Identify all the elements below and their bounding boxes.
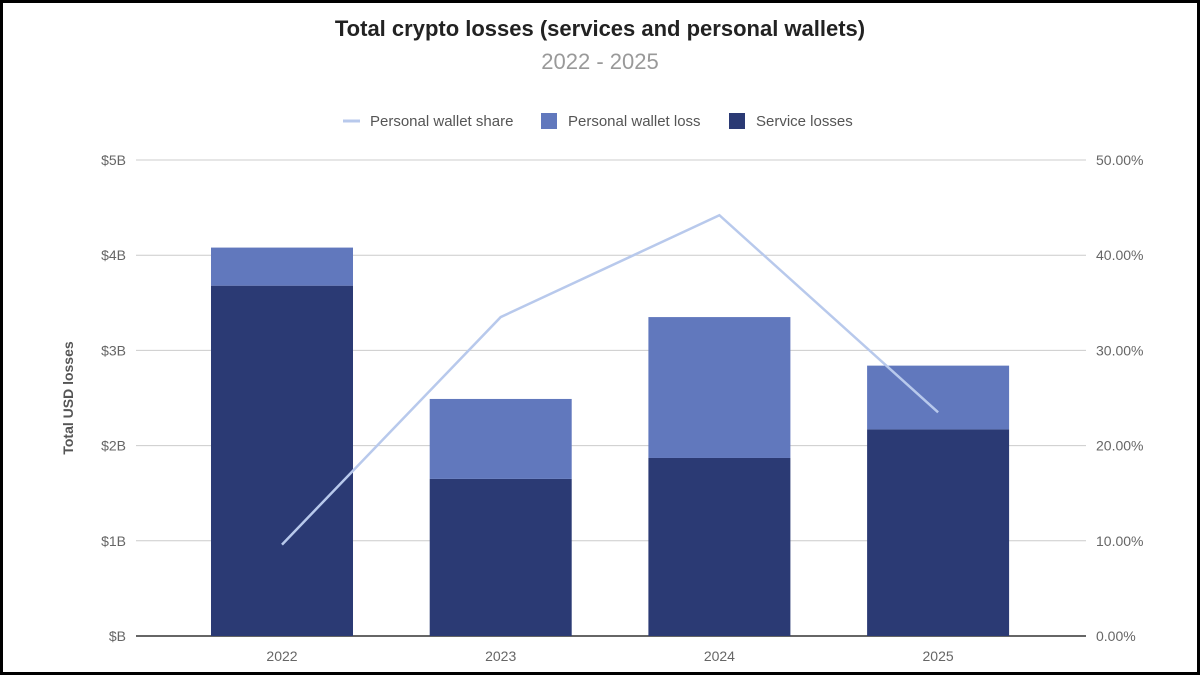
legend-label: Service losses — [756, 113, 853, 130]
chart: Total crypto losses (services and person… — [60, 16, 1143, 664]
legend-label: Personal wallet share — [370, 113, 513, 130]
chart-title: Total crypto losses (services and person… — [335, 16, 865, 41]
y-tick-label: $1B — [101, 533, 126, 549]
bar-service-losses — [429, 478, 572, 636]
y2-tick-label: 10.00% — [1096, 533, 1143, 549]
legend-swatch — [541, 113, 557, 129]
bar-personal-wallet-loss — [429, 398, 572, 479]
y-tick-label: $2B — [101, 438, 126, 454]
y-tick-label: $5B — [101, 152, 126, 168]
y2-tick-label: 20.00% — [1096, 438, 1143, 454]
line-personal-wallet-share — [281, 213, 939, 546]
bar-personal-wallet-loss — [867, 365, 1010, 430]
x-tick-label: 2025 — [923, 648, 954, 664]
y2-tick-label: 40.00% — [1096, 247, 1143, 263]
x-tick-label: 2023 — [485, 648, 516, 664]
x-tick-label: 2022 — [266, 648, 297, 664]
y-tick-label: $B — [109, 628, 126, 644]
bar-service-losses — [211, 285, 353, 636]
bar-personal-wallet-loss — [648, 317, 791, 458]
legend-swatch — [729, 113, 745, 129]
legend-label: Personal wallet loss — [568, 113, 701, 130]
y-tick-label: $3B — [101, 342, 126, 358]
y-axis-label: Total USD losses — [60, 341, 76, 455]
y2-tick-label: 50.00% — [1096, 152, 1143, 168]
chart-subtitle: 2022 - 2025 — [541, 49, 658, 74]
bar-service-losses — [867, 429, 1010, 636]
x-tick-label: 2024 — [704, 648, 735, 664]
bar-personal-wallet-loss — [211, 247, 353, 286]
y2-tick-label: 0.00% — [1096, 628, 1136, 644]
y-tick-label: $4B — [101, 247, 126, 263]
chart-frame: Total crypto losses (services and person… — [3, 3, 1197, 672]
y2-tick-label: 30.00% — [1096, 342, 1143, 358]
bar-service-losses — [648, 457, 791, 636]
